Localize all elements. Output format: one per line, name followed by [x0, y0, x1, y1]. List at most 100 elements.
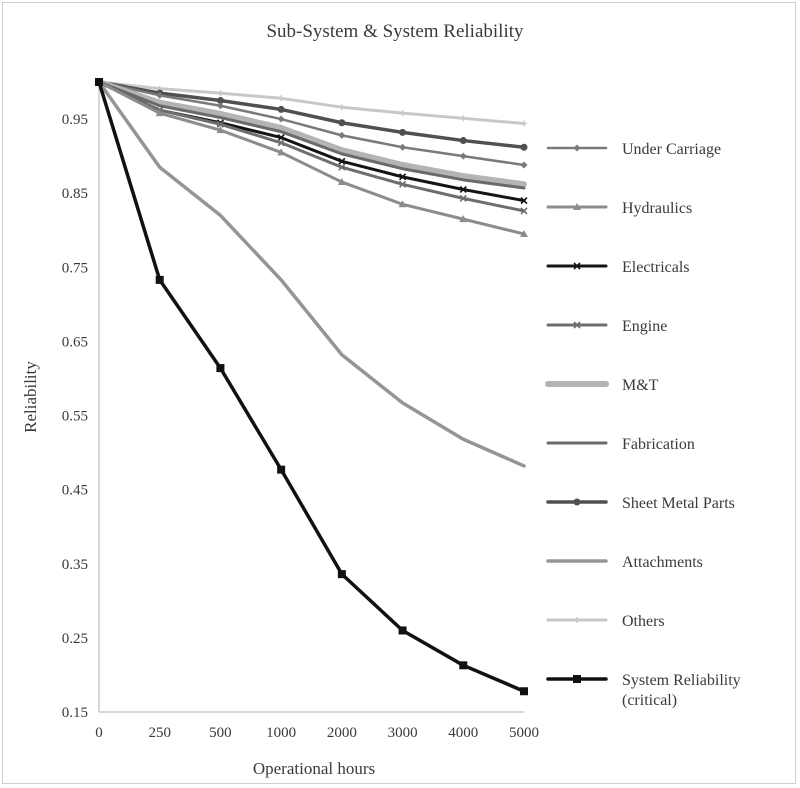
series-line-attachments	[97, 80, 526, 468]
data-point-hydraulics	[337, 178, 346, 186]
data-point-system-reliability-critical	[155, 275, 164, 284]
legend-marker-engine	[573, 321, 581, 329]
data-point-engine	[399, 180, 407, 188]
series-others	[96, 79, 527, 127]
series-line-system-reliability-critical	[97, 80, 526, 693]
data-point-sheet-metal-parts	[399, 128, 407, 136]
data-point-others	[460, 115, 467, 122]
data-point-electricals	[459, 185, 467, 194]
series-line-mandt	[96, 79, 527, 188]
legend-label-under-carriage: Under Carriage	[622, 141, 721, 158]
series-attachments	[97, 80, 526, 468]
legend-label-system-reliability-critical: System Reliability (critical)	[622, 672, 741, 709]
data-point-under-carriage	[399, 143, 407, 151]
legend-marker-system-reliability-critical	[573, 675, 581, 683]
x-tick-label: 1000	[266, 725, 296, 741]
data-point-under-carriage	[277, 115, 285, 123]
data-point-under-carriage	[459, 152, 467, 160]
series-line-hydraulics	[97, 80, 526, 236]
x-tick-label: 500	[209, 725, 232, 741]
y-tick-label: 0.15	[62, 705, 88, 721]
series-engine	[95, 78, 528, 215]
series-sheet-metal-parts	[95, 78, 528, 151]
x-tick-label: 3000	[388, 725, 418, 741]
legend-label-electricals: Electricals	[622, 259, 690, 276]
legend-item-mandt: M&T	[545, 377, 659, 394]
legend-item-electricals: Electricals	[546, 259, 690, 276]
x-tick-label: 2000	[327, 725, 357, 741]
data-point-hydraulics	[459, 215, 468, 223]
legend-label-attachments: Attachments	[622, 554, 703, 571]
data-point-system-reliability-critical	[520, 687, 528, 696]
y-tick-label: 0.85	[62, 186, 88, 202]
legend: Under Carriage Hydraulics Electricals Engin…	[545, 141, 741, 709]
data-point-engine	[277, 139, 285, 147]
legend-item-attachments: Attachments	[546, 554, 703, 571]
data-point-sheet-metal-parts	[277, 105, 285, 113]
y-tick-label: 0.75	[62, 260, 88, 276]
x-tick-label: 250	[148, 725, 171, 741]
data-point-hydraulics	[277, 148, 286, 156]
data-point-under-carriage	[216, 102, 224, 110]
legend-item-system-reliability-critical: System Reliability (critical)	[546, 672, 741, 709]
x-tick-label: 4000	[448, 725, 478, 741]
legend-item-hydraulics: Hydraulics	[546, 200, 692, 217]
series-under-carriage	[95, 78, 528, 169]
data-point-others	[521, 120, 527, 127]
legend-marker-hydraulics	[573, 203, 581, 210]
legend-label-others: Others	[622, 613, 665, 630]
legend-item-sheet-metal-parts: Sheet Metal Parts	[546, 495, 735, 512]
series-line-under-carriage	[97, 80, 526, 167]
legend-item-under-carriage: Under Carriage	[546, 141, 721, 158]
data-point-under-carriage	[520, 161, 528, 169]
legend-marker-others	[574, 617, 580, 623]
x-axis-label: Operational hours	[253, 759, 375, 778]
series-line-sheet-metal-parts	[97, 80, 526, 149]
series-line-engine	[97, 80, 526, 213]
series-system-reliability-critical	[95, 78, 528, 696]
y-tick-label: 0.35	[62, 557, 88, 573]
y-axis-label: Reliability	[21, 361, 40, 433]
data-point-system-reliability-critical	[95, 78, 103, 86]
data-point-under-carriage	[156, 91, 164, 99]
legend-label-sheet-metal-parts: Sheet Metal Parts	[622, 495, 735, 512]
data-point-others	[338, 104, 345, 111]
data-point-electricals	[399, 173, 407, 181]
legend-marker-electricals	[573, 262, 581, 270]
legend-item-others: Others	[546, 613, 665, 630]
legend-marker-sheet-metal-parts	[573, 498, 581, 506]
data-point-system-reliability-critical	[398, 626, 407, 635]
y-tick-label: 0.45	[62, 483, 88, 499]
legend-label-mandt: M&T	[622, 377, 659, 394]
data-point-hydraulics	[398, 200, 407, 208]
data-point-electricals	[338, 157, 346, 165]
data-point-others	[278, 95, 285, 102]
data-point-hydraulics	[520, 229, 528, 237]
chart-title: Sub-System & System Reliability	[266, 21, 524, 42]
data-point-electricals	[277, 134, 285, 142]
data-point-hydraulics	[155, 109, 164, 117]
data-point-system-reliability-critical	[459, 661, 468, 670]
data-point-system-reliability-critical	[337, 570, 346, 579]
x-tick-label: 0	[95, 725, 103, 741]
data-point-sheet-metal-parts	[520, 143, 528, 151]
data-point-others	[399, 110, 406, 117]
series-line-fabrication	[97, 80, 526, 190]
data-point-others	[217, 90, 224, 97]
y-tick-label: 0.65	[62, 334, 88, 350]
legend-marker-under-carriage	[573, 144, 581, 152]
data-point-under-carriage	[338, 131, 346, 139]
data-point-sheet-metal-parts	[216, 97, 224, 105]
series-lines	[95, 78, 528, 696]
legend-label-hydraulics: Hydraulics	[622, 200, 692, 217]
y-tick-label: 0.55	[62, 409, 88, 425]
data-point-hydraulics	[216, 126, 225, 134]
legend-item-engine: Engine	[546, 318, 667, 335]
axes: 0.15 0.25 0.35 0.45 0.55 0.65 0.75 0.85 0.95 0 250…	[62, 78, 539, 741]
y-tick-label: 0.95	[62, 112, 88, 128]
series-line-others	[97, 80, 526, 126]
data-point-engine	[216, 120, 224, 128]
legend-item-fabrication: Fabrication	[546, 436, 695, 453]
x-tick-label: 5000	[509, 725, 539, 741]
